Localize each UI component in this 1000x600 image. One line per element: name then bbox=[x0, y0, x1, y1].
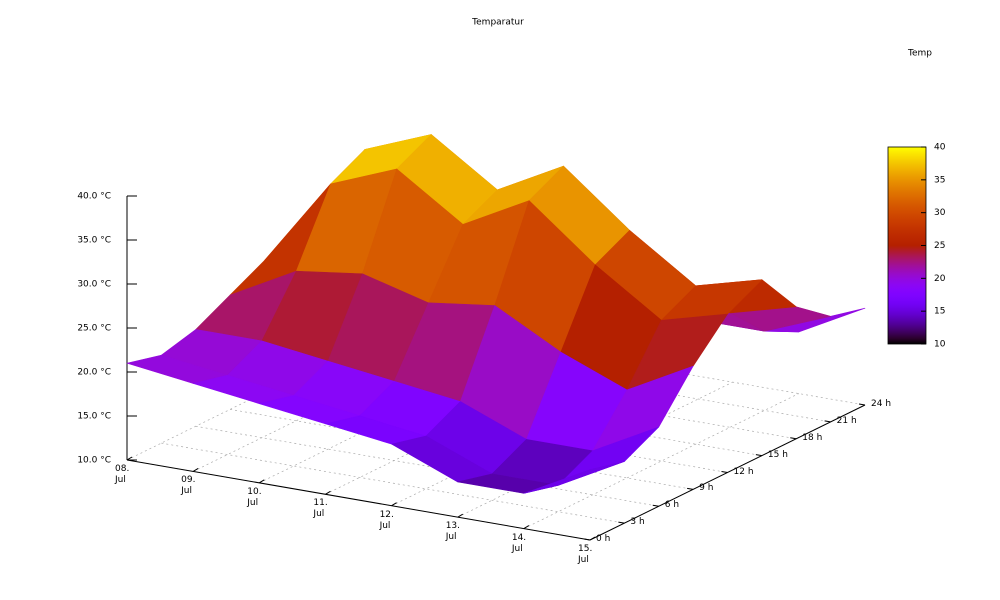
y-tick bbox=[721, 471, 728, 473]
y-tick bbox=[652, 504, 659, 507]
z-tick-label: 30.0 °C bbox=[77, 280, 111, 290]
x-tick bbox=[192, 467, 199, 472]
x-tick-label: 14. Jul bbox=[511, 532, 527, 554]
y-tick bbox=[858, 403, 866, 406]
z-tick-label: 35.0 °C bbox=[77, 236, 111, 246]
z-tick-label: 25.0 °C bbox=[77, 324, 111, 334]
surface-patch bbox=[523, 461, 625, 494]
x-tick-label: 10. Jul bbox=[247, 486, 262, 508]
y-tick bbox=[824, 420, 831, 423]
z-tick-label: 20.0 °C bbox=[77, 368, 111, 378]
y-tick-label: 24 h bbox=[871, 399, 892, 409]
y-tick bbox=[687, 487, 694, 490]
y-tick-label: 3 h bbox=[630, 517, 645, 528]
grid-line bbox=[161, 442, 625, 524]
z-tick-label: 15.0 °C bbox=[77, 412, 111, 422]
y-tick-label: 6 h bbox=[664, 500, 680, 511]
z-tick-label: 10.0 °C bbox=[77, 456, 111, 466]
colorbar-tick-label: 40 bbox=[934, 143, 946, 153]
axis-line bbox=[126, 459, 591, 541]
colorbar-tick-label: 20 bbox=[934, 274, 946, 284]
z-tick-label: 40.0 °C bbox=[77, 192, 111, 202]
y-tick bbox=[790, 437, 797, 440]
x-tick-label: 11. Jul bbox=[313, 498, 328, 520]
legend-title: Temp bbox=[907, 49, 932, 59]
x-tick bbox=[259, 479, 265, 484]
grid-line bbox=[367, 341, 831, 423]
colorbar-tick-label: 15 bbox=[934, 307, 945, 317]
grid-line bbox=[298, 375, 762, 456]
grid-line bbox=[457, 381, 733, 518]
y-tick-label: 9 h bbox=[699, 483, 714, 494]
x-tick bbox=[391, 502, 397, 507]
x-tick bbox=[457, 513, 463, 518]
x-tick bbox=[325, 490, 331, 495]
grid-line bbox=[264, 392, 728, 473]
x-tick-label: 08. Jul bbox=[115, 464, 130, 485]
x-tick-label: 09. Jul bbox=[181, 475, 196, 497]
colorbar bbox=[887, 146, 927, 345]
colorbar-tick-label: 25 bbox=[934, 241, 945, 251]
y-tick-label: 15 h bbox=[767, 449, 788, 460]
surface bbox=[126, 134, 866, 494]
grid-line bbox=[333, 358, 797, 440]
grid-line bbox=[195, 425, 659, 507]
y-tick-label: 21 h bbox=[836, 415, 857, 426]
y-tick bbox=[618, 521, 625, 524]
y-tick-label: 12 h bbox=[733, 466, 754, 477]
grid-line bbox=[523, 393, 800, 529]
grid-line bbox=[401, 324, 866, 406]
chart-title: Temparatur bbox=[471, 18, 524, 28]
colorbar-tick-label: 30 bbox=[934, 208, 946, 218]
x-tick bbox=[523, 525, 530, 530]
y-tick-label: 18 h bbox=[802, 432, 823, 443]
colorbar-tick-label: 35 bbox=[934, 175, 945, 185]
y-tick bbox=[755, 454, 762, 457]
axis-line bbox=[589, 404, 866, 541]
colorbar-tick-label: 10 bbox=[934, 340, 946, 350]
x-tick-label: 13. Jul bbox=[445, 521, 461, 543]
x-tick-label: 12. Jul bbox=[379, 509, 394, 531]
y-tick-label: 0 h bbox=[596, 534, 611, 544]
grid-line bbox=[230, 409, 694, 490]
x-tick-label: 15. Jul bbox=[578, 544, 593, 565]
